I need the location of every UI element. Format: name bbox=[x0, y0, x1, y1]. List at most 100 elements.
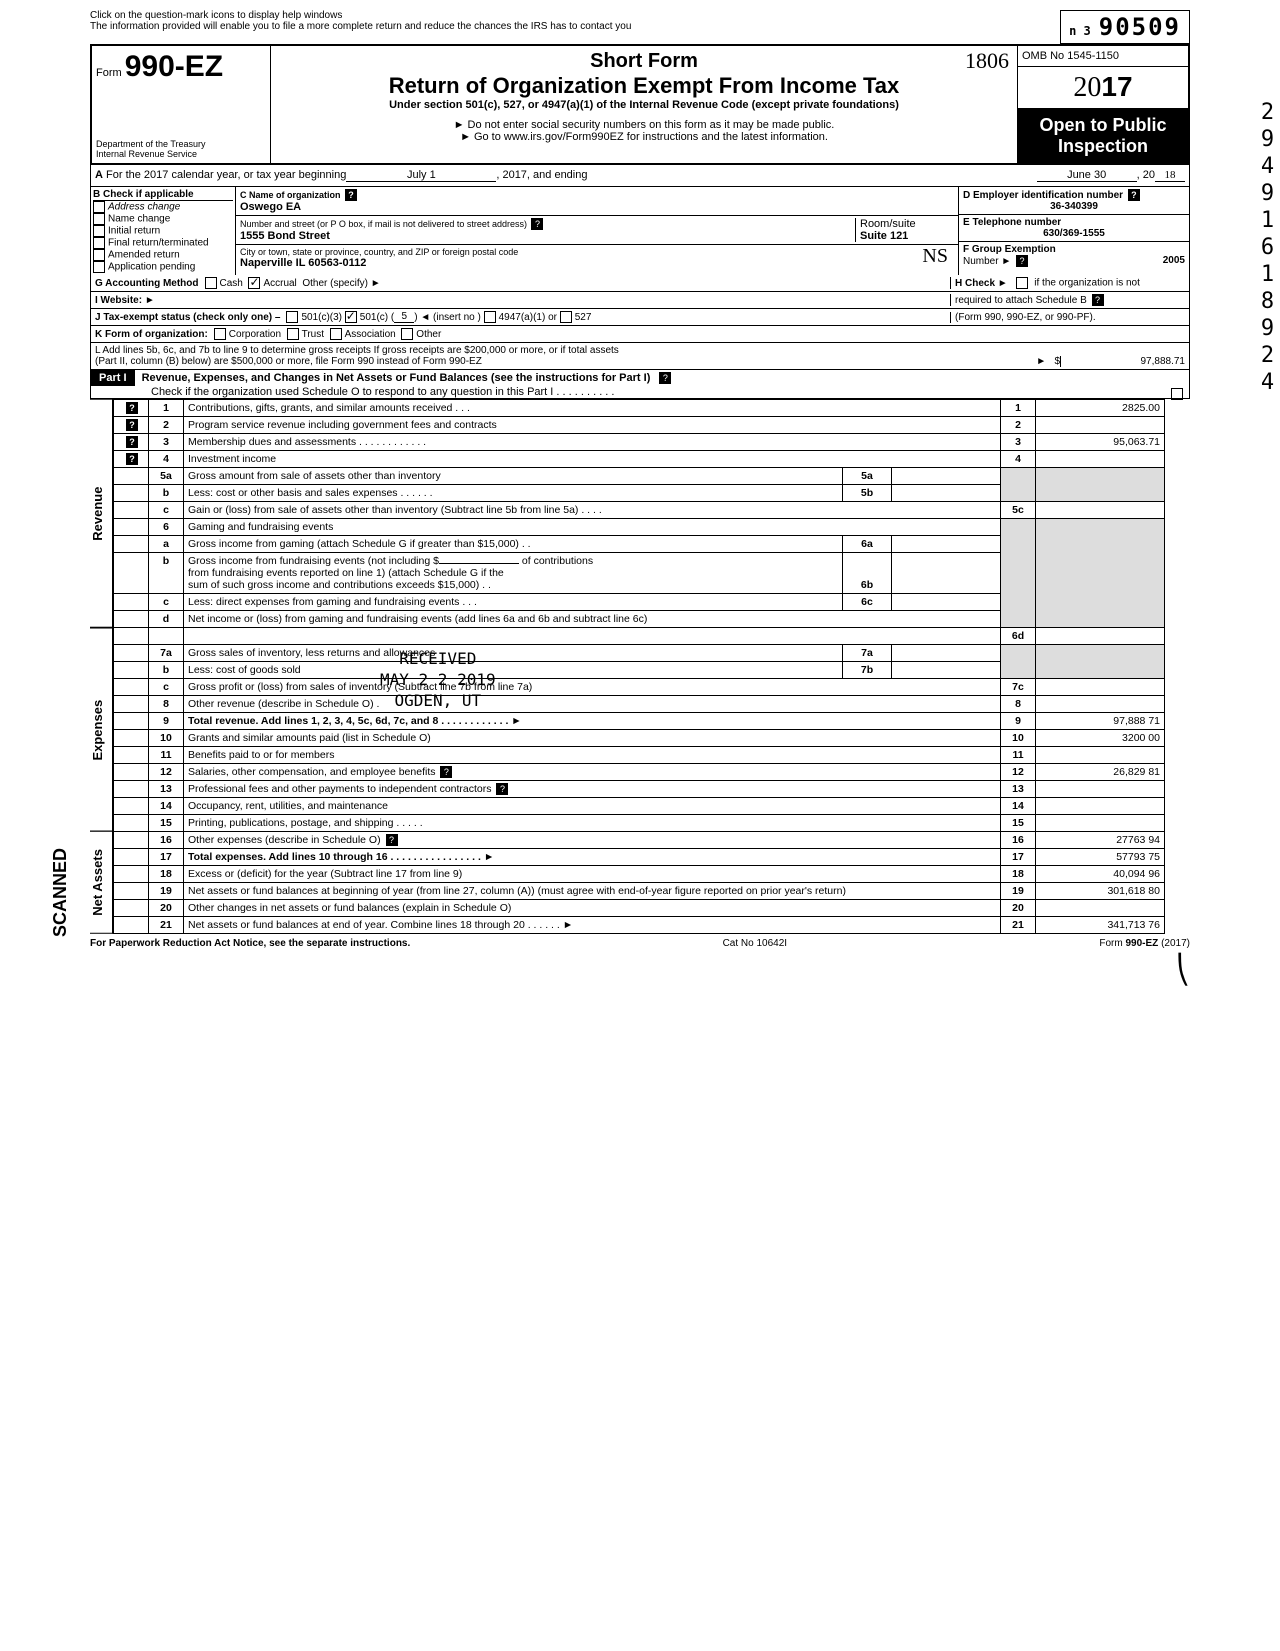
handwritten-year: 1806 bbox=[965, 48, 1009, 74]
k-other: Other bbox=[416, 329, 441, 340]
c-city-label: City or town, state or province, country… bbox=[240, 247, 954, 257]
help-icon[interactable]: ? bbox=[496, 783, 508, 795]
g-label: G Accounting Method bbox=[95, 278, 199, 289]
help-icon[interactable]: ? bbox=[1092, 294, 1104, 306]
cb-application-pending[interactable] bbox=[93, 261, 105, 273]
cb-501c3[interactable] bbox=[286, 311, 298, 323]
help-icon[interactable]: ? bbox=[345, 189, 357, 201]
l-line1: L Add lines 5b, 6c, and 7b to line 9 to … bbox=[95, 345, 1185, 356]
help-icon[interactable]: ? bbox=[659, 372, 671, 384]
table-row: 14Occupancy, rent, utilities, and mainte… bbox=[114, 798, 1165, 815]
cb-address-change[interactable] bbox=[93, 201, 105, 213]
cb-name-change[interactable] bbox=[93, 213, 105, 225]
side-expenses: Expenses bbox=[90, 628, 113, 832]
cb-4947[interactable] bbox=[484, 311, 496, 323]
cb-final-return[interactable] bbox=[93, 237, 105, 249]
footer-left: For Paperwork Reduction Act Notice, see … bbox=[90, 938, 410, 949]
part-i-title: Revenue, Expenses, and Changes in Net As… bbox=[138, 370, 655, 386]
cb-501c[interactable] bbox=[345, 311, 357, 323]
ssn-note: Do not enter social security numbers on … bbox=[281, 119, 1007, 131]
help-icon[interactable]: ? bbox=[1016, 255, 1028, 267]
b-header: B Check if applicable bbox=[93, 189, 233, 201]
row-a-begin[interactable]: July 1 bbox=[346, 169, 496, 182]
cb-cash[interactable] bbox=[205, 277, 217, 289]
help-icon[interactable]: ? bbox=[126, 436, 138, 448]
omb-number: OMB No 1545-1150 bbox=[1018, 46, 1188, 67]
b-item-2: Initial return bbox=[108, 226, 160, 237]
cb-part-i-sched-o[interactable] bbox=[1171, 388, 1183, 400]
c-room-label: Room/suite bbox=[860, 218, 950, 230]
b-item-1: Name change bbox=[108, 214, 170, 225]
l-line2: (Part II, column (B) below) are $500,000… bbox=[95, 356, 482, 367]
j-text: J Tax-exempt status (check only one) – bbox=[95, 312, 280, 323]
cb-initial-return[interactable] bbox=[93, 225, 105, 237]
hint-line-1: Click on the question-mark icons to disp… bbox=[90, 10, 1060, 21]
footer-mid: Cat No 10642I bbox=[723, 938, 788, 949]
j-4947: 4947(a)(1) or bbox=[499, 312, 557, 323]
table-row: 20Other changes in net assets or fund ba… bbox=[114, 900, 1165, 917]
year-prefix: 20 bbox=[1073, 72, 1101, 103]
row-a-end-month[interactable]: June 30 bbox=[1037, 169, 1137, 182]
row-a-mid: , 2017, and ending bbox=[496, 169, 587, 182]
h-text3: required to attach Schedule B bbox=[955, 295, 1087, 306]
cb-corp[interactable] bbox=[214, 328, 226, 340]
table-row: 7aGross sales of inventory, less returns… bbox=[114, 645, 1165, 662]
k-text: K Form of organization: bbox=[95, 329, 208, 340]
help-icon[interactable]: ? bbox=[126, 453, 138, 465]
open-public-2: Inspection bbox=[1020, 136, 1186, 157]
form-prefix: Form bbox=[96, 67, 122, 79]
l-value: 97,888.71 bbox=[1060, 356, 1185, 367]
cb-trust[interactable] bbox=[287, 328, 299, 340]
cb-k-other[interactable] bbox=[401, 328, 413, 340]
j-num[interactable]: 5 bbox=[394, 311, 414, 323]
goto-note: Go to www.irs.gov/Form990EZ for instruct… bbox=[281, 131, 1007, 143]
help-icon[interactable]: ? bbox=[440, 766, 452, 778]
cb-sched-b[interactable] bbox=[1016, 277, 1028, 289]
c-addr: 1555 Bond Street bbox=[240, 230, 855, 242]
table-row: 13Professional fees and other payments t… bbox=[114, 781, 1165, 798]
table-row: ?3Membership dues and assessments . . . … bbox=[114, 434, 1165, 451]
row-a-end-year[interactable]: 18 bbox=[1155, 169, 1185, 182]
hint-line-2: The information provided will enable you… bbox=[90, 21, 1060, 32]
main-data-table: ?1Contributions, gifts, grants, and simi… bbox=[113, 399, 1165, 934]
table-row: 19Net assets or fund balances at beginni… bbox=[114, 883, 1165, 900]
d-ein: 36-340399 bbox=[963, 201, 1185, 212]
table-row: ?2Program service revenue including gove… bbox=[114, 417, 1165, 434]
help-icon[interactable]: ? bbox=[126, 419, 138, 431]
cb-amended[interactable] bbox=[93, 249, 105, 261]
short-form-title: Short Form bbox=[281, 50, 1007, 73]
table-row: 6d bbox=[114, 628, 1165, 645]
g-cash: Cash bbox=[220, 278, 243, 289]
g-other: Other (specify) ► bbox=[302, 278, 380, 289]
help-icon[interactable]: ? bbox=[386, 834, 398, 846]
k-trust: Trust bbox=[302, 329, 324, 340]
table-row: 21Net assets or fund balances at end of … bbox=[114, 917, 1165, 934]
cb-accrual[interactable] bbox=[248, 277, 260, 289]
vertical-number: 29491618924 bbox=[1255, 100, 1280, 397]
g-accrual: Accrual bbox=[263, 278, 296, 289]
help-icon[interactable]: ? bbox=[126, 402, 138, 414]
table-row: 18Excess or (deficit) for the year (Subt… bbox=[114, 866, 1165, 883]
table-row: 9Total revenue. Add lines 1, 2, 3, 4, 5c… bbox=[114, 713, 1165, 730]
help-icon[interactable]: ? bbox=[531, 218, 543, 230]
c-city: Naperville IL 60563-0112 bbox=[240, 257, 954, 269]
h-text2: if the organization is not bbox=[1034, 278, 1140, 289]
j-insert: ) ◄ (insert no ) bbox=[414, 312, 481, 323]
table-row: 8Other revenue (describe in Schedule O) … bbox=[114, 696, 1165, 713]
dln-prefix: n 3 bbox=[1069, 24, 1091, 38]
k-assoc: Association bbox=[345, 329, 396, 340]
c-label: C Name of organization bbox=[240, 190, 341, 200]
f-value: 2005 bbox=[1163, 255, 1185, 266]
i-label: I Website: ► bbox=[95, 295, 155, 306]
subtitle: Under section 501(c), 527, or 4947(a)(1)… bbox=[281, 99, 1007, 111]
l-arrow: ► bbox=[1036, 356, 1046, 367]
cb-527[interactable] bbox=[560, 311, 572, 323]
part-i-label: Part I bbox=[91, 370, 135, 386]
side-revenue: Revenue bbox=[90, 399, 113, 628]
row-a-label: A bbox=[95, 169, 103, 182]
help-icon[interactable]: ? bbox=[1128, 189, 1140, 201]
handwritten-initials: NS bbox=[922, 245, 948, 268]
cb-assoc[interactable] bbox=[330, 328, 342, 340]
k-corp: Corporation bbox=[229, 329, 281, 340]
f-label: F Group Exemption bbox=[963, 244, 1185, 255]
